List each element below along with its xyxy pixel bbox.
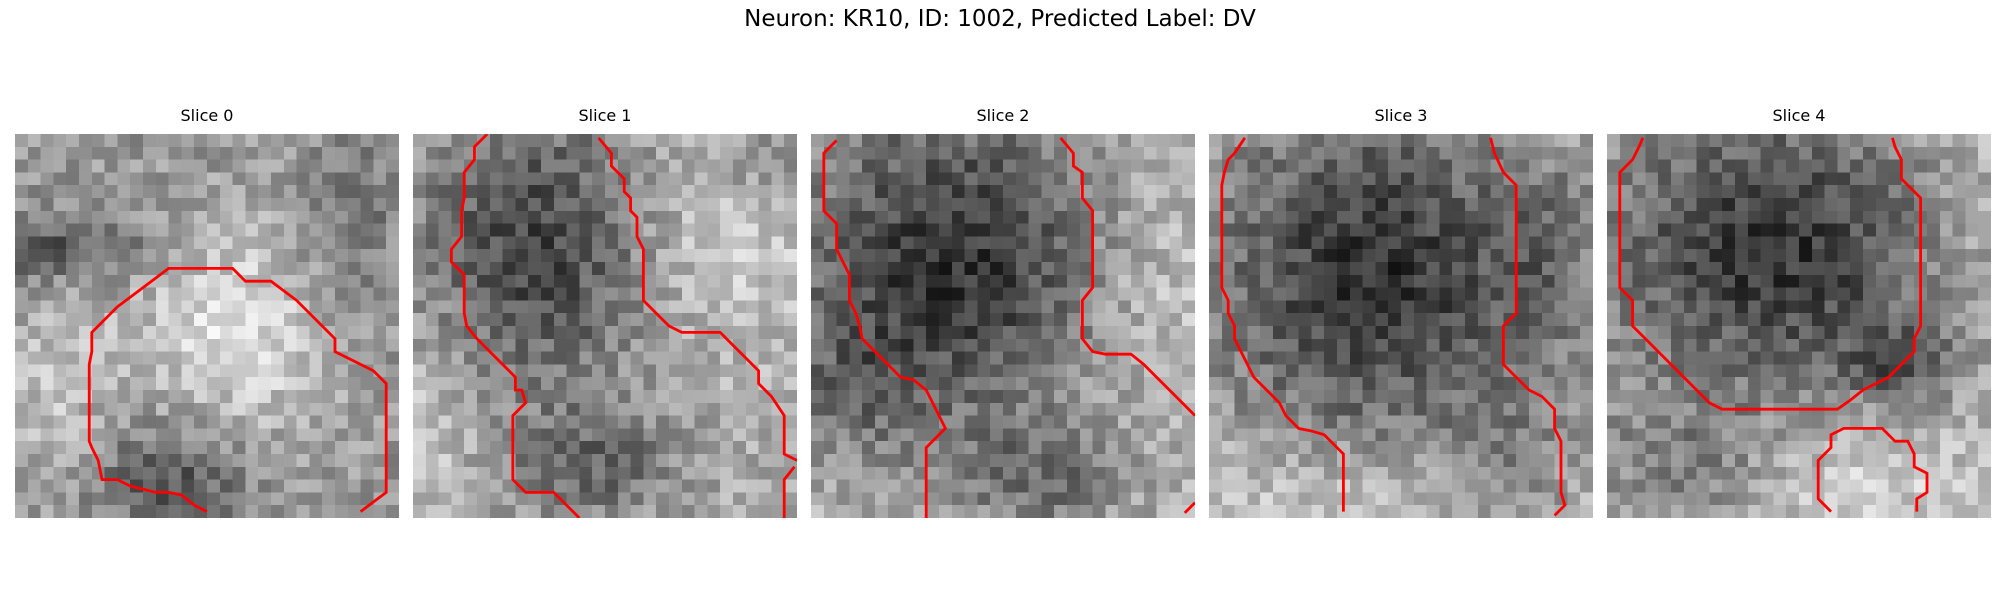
slice-image: [413, 134, 797, 518]
slice-title: Slice 2: [976, 106, 1030, 125]
contour-line: [1816, 426, 1929, 513]
contour-line: [597, 136, 797, 462]
contour-line: [87, 266, 208, 513]
slice-title: Slice 3: [1374, 106, 1428, 125]
slice-title: Slice 4: [1772, 106, 1826, 125]
slice-panel-4: Slice 4: [1607, 106, 1991, 526]
contour-line: [449, 134, 581, 518]
slice-title: Slice 0: [180, 106, 234, 125]
contour-line: [1489, 137, 1567, 517]
contour-line: [207, 266, 388, 513]
contour-line: [1220, 137, 1345, 512]
contour-line: [1618, 137, 1923, 411]
slice-image: [811, 134, 1195, 518]
slice-panel-0: Slice 0: [15, 106, 399, 526]
slice-panel-3: Slice 3: [1209, 106, 1593, 526]
contour-line: [782, 465, 796, 518]
figure-title: Neuron: KR10, ID: 1002, Predicted Label:…: [744, 6, 1256, 32]
slice-image: [1607, 134, 1991, 518]
contour-line: [1059, 136, 1195, 417]
slice-panel-2: Slice 2: [811, 106, 1195, 526]
slice-image: [15, 134, 399, 518]
slice-image: [1209, 134, 1593, 518]
slice-title: Slice 1: [578, 106, 632, 125]
contour-line: [822, 139, 948, 518]
contour-line: [1183, 501, 1195, 514]
slice-panel-1: Slice 1: [413, 106, 797, 526]
